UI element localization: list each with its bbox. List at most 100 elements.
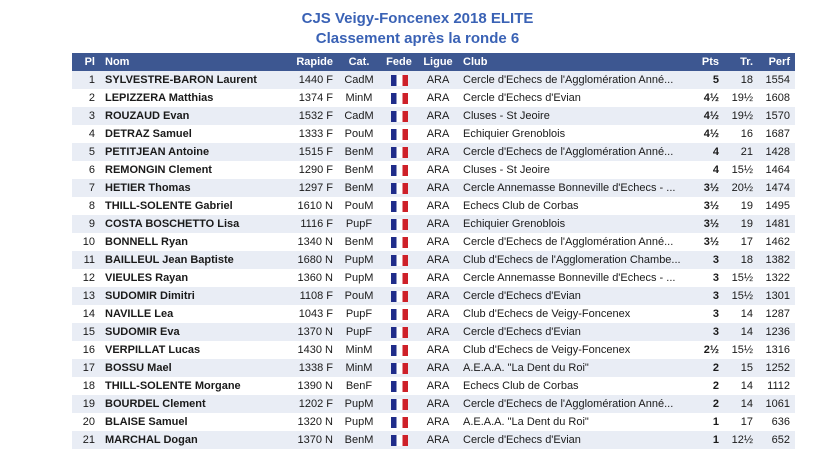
club-cell: Echecs Club de Corbas [463,200,579,212]
points-cell: 4 [712,164,719,176]
performance-cell: 1301 [758,287,795,305]
league-cell: ARA [418,107,458,125]
player-name-cell: LEPIZZERA Matthias [105,92,214,104]
club-cell: A.E.A.A. "La Dent du Roi" [458,359,696,377]
player-name-cell: ROUZAUD Evan [100,107,280,125]
club-cell: Cercle d'Echecs d'Evian [458,431,696,449]
category-cell: BenM [344,236,374,248]
points-cell: 4½ [696,107,724,125]
tiebreak-cell: 19½ [724,107,758,125]
table-row: 7 HETIER Thomas 1297 F BenM ARA Cercle Annema… [72,179,795,197]
rank-cell: 19 [72,395,100,413]
tiebreak-cell: 14 [740,308,753,320]
federation-cell [380,89,418,107]
league-cell: ARA [426,236,450,248]
performance-cell: 1481 [758,215,795,233]
france-flag-icon [390,434,408,446]
france-flag-icon [390,362,408,374]
points-cell: 5 [696,71,724,89]
table-row: 21 MARCHAL Dogan 1370 N BenM ARA Cercle d'Ech… [72,431,795,449]
header-league: Ligue [418,53,458,71]
rating-cell: 1610 N [297,200,333,212]
table-row: 12 VIEULES Rayan 1360 N PupM ARA Cercle Annem… [72,269,795,287]
player-name-cell: SUDOMIR Dimitri [100,287,280,305]
performance-cell: 1687 [765,128,790,140]
france-flag-icon [390,254,408,266]
club-cell: A.E.A.A. "La Dent du Roi" [463,416,589,428]
tiebreak-cell: 15 [724,359,758,377]
france-flag-icon [390,416,408,428]
tiebreak-cell: 20½ [724,179,758,197]
france-flag-icon [390,272,408,284]
federation-cell [380,395,418,413]
rank-cell: 5 [72,143,100,161]
club-cell: Echecs Club de Corbas [463,380,579,392]
rating-cell: 1390 N [297,380,333,392]
player-name-cell: BONNELL Ryan [105,236,188,248]
rank-cell: 7 [72,179,100,197]
league-cell: ARA [426,128,450,140]
club-cell: Echiquier Grenoblois [463,128,566,140]
federation-cell [380,197,418,215]
federation-cell [380,251,418,269]
france-flag-icon [390,128,408,140]
tiebreak-cell: 15½ [731,164,753,176]
league-cell: ARA [418,71,458,89]
header-tiebreak: Tr. [724,53,758,71]
player-name-cell: BLAISE Samuel [105,416,188,428]
federation-cell [380,125,418,143]
player-name-cell: THILL-SOLENTE Morgane [105,380,241,392]
club-cell: Cercle d'Echecs d'Evian [458,287,696,305]
points-cell: 3 [712,308,719,320]
player-name-cell: REMONGIN Clement [105,164,212,176]
category-cell: PouM [344,128,374,140]
player-name-cell: MARCHAL Dogan [100,431,280,449]
performance-cell: 1322 [765,272,790,284]
performance-cell: 1428 [758,143,795,161]
club-cell: Club d'Echecs de l'Agglomeration Chambe.… [458,251,696,269]
rating-cell: 1333 F [298,128,333,140]
club-cell: Cercle d'Echecs d'Evian [463,92,581,104]
rank-cell: 15 [72,323,100,341]
points-cell: 2 [712,380,719,392]
france-flag-icon [390,326,408,338]
points-cell: 3 [712,272,719,284]
standings-subtitle: Classement après la ronde 6 [315,30,520,47]
rating-cell: 1340 N [297,236,333,248]
rank-cell: 4 [88,128,95,140]
category-cell: PupM [344,416,374,428]
player-name-cell: COSTA BOSCHETTO Lisa [100,215,280,233]
rating-cell: 1515 F [280,143,338,161]
rank-cell: 16 [82,344,95,356]
rating-cell: 1370 N [280,431,338,449]
table-row: 19 BOURDEL Clement 1202 F PupM ARA Cercle d'E… [72,395,795,413]
performance-cell: 1608 [765,92,790,104]
federation-cell [380,413,418,431]
points-cell: 3½ [696,215,724,233]
federation-cell [380,179,418,197]
header-rating: Rapide [280,53,338,71]
tiebreak-cell: 18 [724,251,758,269]
category-cell: PupF [338,215,380,233]
table-row: 8 THILL-SOLENTE Gabriel 1610 N PouM ARA Echec… [72,197,795,215]
category-cell: CadM [338,71,380,89]
federation-cell [380,71,418,89]
france-flag-icon [390,146,408,158]
tiebreak-cell: 14 [740,380,753,392]
performance-cell: 636 [771,416,790,428]
rank-cell: 1 [72,71,100,89]
category-cell: CadM [338,107,380,125]
points-cell: 3 [696,251,724,269]
tiebreak-cell: 17 [740,416,753,428]
tiebreak-cell: 18 [724,71,758,89]
player-name-cell: BOSSU Mael [100,359,280,377]
player-name-cell: BAILLEUL Jean Baptiste [100,251,280,269]
player-name-cell: DETRAZ Samuel [105,128,192,140]
rating-cell: 1374 F [298,92,333,104]
france-flag-icon [390,110,408,122]
rating-cell: 1430 N [297,344,333,356]
category-cell: MinM [345,92,373,104]
category-cell: PupM [338,251,380,269]
rating-cell: 1108 F [280,287,338,305]
performance-cell: 1474 [758,179,795,197]
